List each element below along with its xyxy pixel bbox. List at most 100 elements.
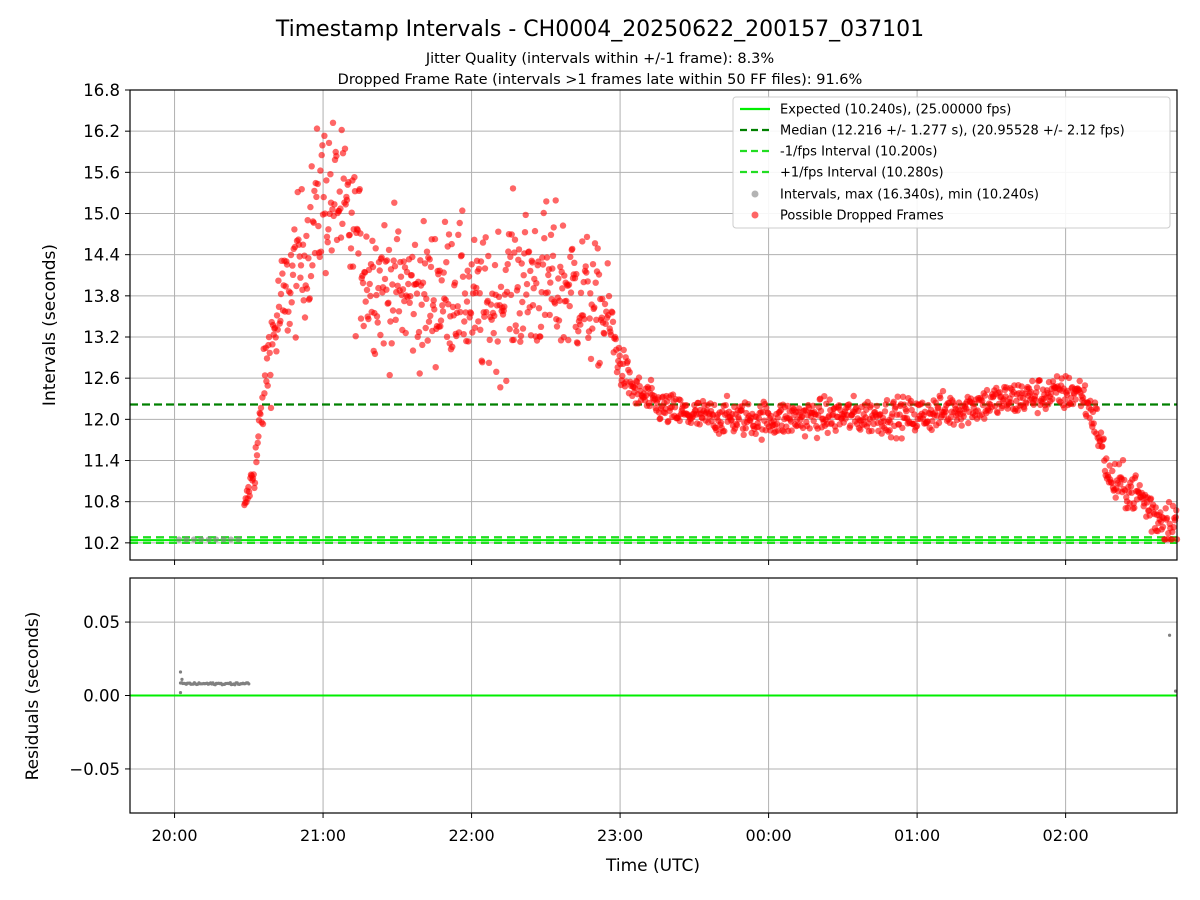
- dropped-frame-point: [512, 322, 519, 329]
- dropped-frame-point: [307, 203, 314, 211]
- dropped-frame-point: [325, 139, 333, 147]
- dropped-frame-point: [596, 359, 603, 367]
- dropped-frame-point: [947, 413, 955, 420]
- dropped-frame-point: [545, 271, 552, 279]
- dropped-frame-point: [421, 260, 429, 267]
- dropped-frame-point: [417, 257, 424, 264]
- dropped-frame-point: [395, 308, 403, 315]
- dropped-frame-point: [687, 419, 695, 426]
- dropped-frame-point: [584, 278, 591, 285]
- dropped-frame-point: [265, 333, 273, 341]
- dropped-frame-point: [774, 414, 781, 421]
- interval-point: [183, 536, 190, 543]
- dropped-frame-point: [397, 273, 405, 280]
- dropped-frame-point: [555, 275, 562, 282]
- dropped-frame-point: [543, 198, 550, 205]
- dropped-frame-point: [1007, 399, 1015, 406]
- dropped-frame-point: [1097, 429, 1105, 436]
- dropped-frame-point: [595, 271, 603, 278]
- dropped-frame-point: [824, 429, 831, 437]
- dropped-frame-point: [321, 210, 329, 217]
- dropped-frame-point: [307, 272, 315, 280]
- bottom-y-tick-label: −0.05: [69, 760, 120, 779]
- top-y-tick-label: 15.6: [83, 163, 120, 182]
- dropped-frame-point: [1081, 382, 1089, 389]
- dropped-frame-point: [304, 217, 311, 224]
- dropped-frame-point: [385, 299, 392, 306]
- legend-swatch-dropped: [751, 211, 759, 219]
- dropped-frame-point: [491, 261, 499, 269]
- dropped-frame-point: [1106, 462, 1113, 469]
- dropped-frame-point: [540, 209, 547, 217]
- dropped-frame-point: [481, 265, 489, 272]
- dropped-frame-point: [443, 333, 451, 340]
- dropped-frame-point: [511, 249, 518, 256]
- dropped-frame-point: [465, 273, 473, 280]
- dropped-frame-point: [454, 303, 461, 310]
- dropped-frame-point: [624, 358, 631, 365]
- dropped-frame-point: [327, 171, 334, 178]
- dropped-frame-point: [409, 347, 417, 354]
- interval-point: [205, 536, 212, 543]
- dropped-frame-point: [443, 259, 450, 266]
- dropped-frame-point: [267, 371, 274, 379]
- dropped-frame-point: [752, 430, 759, 437]
- dropped-frame-point: [1147, 495, 1155, 502]
- dropped-frame-point: [356, 186, 363, 193]
- legend-label-median: Median (12.216 +/- 1.277 s), (20.95528 +…: [780, 124, 1125, 139]
- dropped-frame-point: [461, 290, 469, 297]
- dropped-frame-point: [456, 219, 463, 227]
- dropped-frame-point: [405, 280, 412, 288]
- dropped-frame-point: [267, 404, 275, 412]
- dropped-frame-point: [462, 309, 469, 316]
- dropped-frame-point: [402, 329, 409, 337]
- dropped-frame-point: [458, 252, 465, 259]
- dropped-frame-point: [273, 312, 281, 319]
- dropped-frame-point: [1131, 504, 1138, 511]
- dropped-frame-point: [437, 317, 445, 324]
- dropped-frame-point: [494, 338, 501, 345]
- dropped-frame-point: [269, 341, 276, 348]
- dropped-frame-point: [1119, 457, 1127, 464]
- dropped-frame-point: [530, 285, 537, 292]
- dropped-frame-point: [868, 427, 875, 435]
- dropped-frame-point: [493, 368, 500, 375]
- dropped-frame-point: [463, 298, 471, 305]
- top-y-tick-label: 10.8: [83, 493, 120, 512]
- dropped-frame-point: [286, 320, 293, 328]
- dropped-frame-point: [520, 272, 527, 279]
- dropped-frame-point: [552, 197, 559, 204]
- dropped-frame-point: [583, 269, 590, 276]
- dropped-frame-point: [575, 328, 582, 335]
- dropped-frame-point: [464, 267, 471, 274]
- dropped-frame-point: [883, 397, 891, 404]
- top-y-tick-label: 12.6: [83, 369, 120, 388]
- dropped-frame-point: [981, 415, 988, 422]
- dropped-frame-point: [979, 401, 987, 409]
- dropped-frame-point: [539, 261, 547, 268]
- dropped-frame-point: [329, 206, 336, 213]
- dropped-frame-point: [613, 368, 621, 376]
- dropped-frame-point: [799, 413, 806, 420]
- dropped-frame-point: [420, 217, 427, 225]
- dropped-frame-point: [305, 255, 312, 262]
- dropped-frame-point: [899, 393, 907, 400]
- dropped-frame-point: [521, 229, 529, 236]
- dropped-frame-point: [314, 180, 321, 188]
- x-tick-label: 22:00: [449, 826, 495, 845]
- dropped-frame-point: [323, 177, 330, 184]
- dropped-frame-point: [1159, 523, 1167, 531]
- dropped-frame-point: [1032, 397, 1039, 404]
- dropped-frame-point: [1172, 513, 1179, 521]
- dropped-frame-point: [555, 317, 563, 324]
- dropped-frame-point: [313, 125, 321, 132]
- dropped-frame-point: [516, 310, 523, 317]
- dropped-frame-point: [758, 436, 765, 443]
- dropped-frame-point: [468, 261, 475, 268]
- dropped-frame-point: [340, 175, 347, 182]
- dropped-frame-point: [1109, 467, 1116, 475]
- dropped-frame-point: [303, 285, 311, 292]
- dropped-frame-point: [497, 283, 505, 290]
- dropped-frame-point: [1127, 483, 1135, 490]
- dropped-frame-point: [553, 323, 561, 330]
